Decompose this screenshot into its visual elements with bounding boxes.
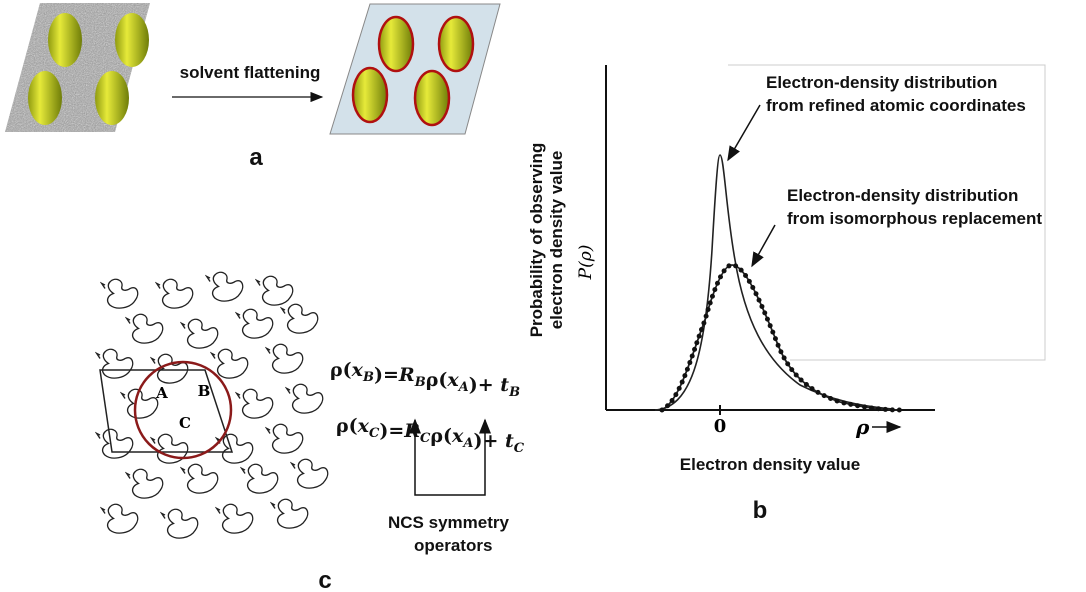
equation-subscript: B <box>414 375 426 390</box>
y-axis-title: Probability of observing <box>527 143 546 338</box>
molecule-outline <box>181 463 219 494</box>
molecule-label: C <box>179 414 191 432</box>
molecule-outline <box>286 383 324 414</box>
panel-label: c <box>318 567 331 592</box>
molecule-outline <box>291 458 329 489</box>
molecule-outline <box>96 348 134 379</box>
annotation: from isomorphous replacement <box>787 209 1042 228</box>
molecule <box>48 13 82 67</box>
molecule-outline <box>236 388 274 419</box>
molecule-outline <box>281 303 319 334</box>
panel-a: solvent flattening a <box>5 3 501 171</box>
panel-c: A B C NCS symmetry operators c ρ(xB)=RBρ… <box>96 271 525 592</box>
molecule-outline <box>126 468 164 499</box>
molecule-outline <box>236 308 274 339</box>
equation-part: )= <box>379 420 404 442</box>
equation: ρ(xB)=RBρ(xA)+ tB <box>330 359 520 400</box>
molecule-outline <box>216 503 254 534</box>
molecule-outline <box>121 388 159 419</box>
equation-part: )= <box>374 364 399 386</box>
molecule-outline <box>266 343 304 374</box>
molecule <box>28 71 62 125</box>
isomorphous-dots <box>659 262 903 413</box>
molecule <box>351 66 389 124</box>
frame <box>728 64 1046 361</box>
molecule-outline <box>271 498 309 529</box>
equation-part: ρ( <box>336 415 358 437</box>
x-tick-label: 0 <box>714 416 727 437</box>
molecule-outline <box>161 508 199 539</box>
equation-part: )+ <box>469 374 501 396</box>
molecule-outline <box>156 278 194 309</box>
molecule <box>377 15 415 73</box>
unit-cell <box>99 369 234 453</box>
equation-part: x <box>357 415 370 437</box>
annotation: from refined atomic coordinates <box>766 96 1026 115</box>
molecule-label: A <box>155 384 168 402</box>
equation-subscript: C <box>420 431 431 446</box>
molecule <box>413 69 451 127</box>
equation-subscript: B <box>362 370 374 385</box>
equation-part: ρ( <box>330 359 352 381</box>
ncs-mask <box>133 360 233 460</box>
molecule-outline <box>211 348 249 379</box>
arrow-label: solvent flattening <box>180 63 321 82</box>
molecule-outline <box>126 313 164 344</box>
equation-part: R <box>403 420 420 442</box>
x-axis-title: Electron density value <box>680 455 860 474</box>
equation-subscript: C <box>369 426 380 441</box>
equation-subscript: A <box>457 380 469 395</box>
molecule-outline <box>241 463 279 494</box>
molecule-outline <box>101 503 139 534</box>
equation-subscript: A <box>461 436 473 451</box>
molecule-outline <box>266 423 304 454</box>
molecule <box>115 13 149 67</box>
equation-subscript: B <box>508 385 520 400</box>
equation-part: ρ( <box>426 369 448 391</box>
molecule-outline <box>101 278 139 309</box>
molecule-outline <box>181 318 219 349</box>
x-symbol: ρ <box>855 415 870 439</box>
y-axis-title: electron density value <box>547 151 566 330</box>
panel-b: Electron-density distribution from refin… <box>527 64 1046 524</box>
equation-part: x <box>451 425 464 447</box>
molecule-label: B <box>198 382 211 400</box>
molecule-lattice <box>96 271 329 539</box>
equation: ρ(xC)=RCρ(xA)+ tC <box>336 415 525 456</box>
equation-part: ρ( <box>430 425 452 447</box>
panel-label: a <box>249 144 263 171</box>
molecule <box>95 71 129 125</box>
equation-part: t <box>505 430 514 452</box>
equation-part: x <box>351 359 364 381</box>
molecule <box>437 15 475 73</box>
molecule-outline <box>206 271 244 302</box>
operator-note: NCS symmetry <box>388 513 509 532</box>
equation-part: t <box>500 374 509 396</box>
flattened-map <box>329 3 501 135</box>
panel-label: b <box>753 497 768 524</box>
equation-part: R <box>398 364 415 386</box>
equation-subscript: C <box>514 441 525 456</box>
operator-note: operators <box>414 536 492 555</box>
annotation: Electron-density distribution <box>766 73 997 92</box>
equation-part: )+ <box>473 430 505 452</box>
arrow <box>751 224 776 268</box>
annotation: Electron-density distribution <box>787 186 1018 205</box>
equation-part: x <box>446 369 459 391</box>
molecule-outline <box>96 428 134 459</box>
operator-bracket <box>414 418 491 496</box>
y-axis-symbol: P(ρ) <box>576 245 596 281</box>
molecule-outline <box>256 275 294 306</box>
arrow <box>727 104 761 162</box>
